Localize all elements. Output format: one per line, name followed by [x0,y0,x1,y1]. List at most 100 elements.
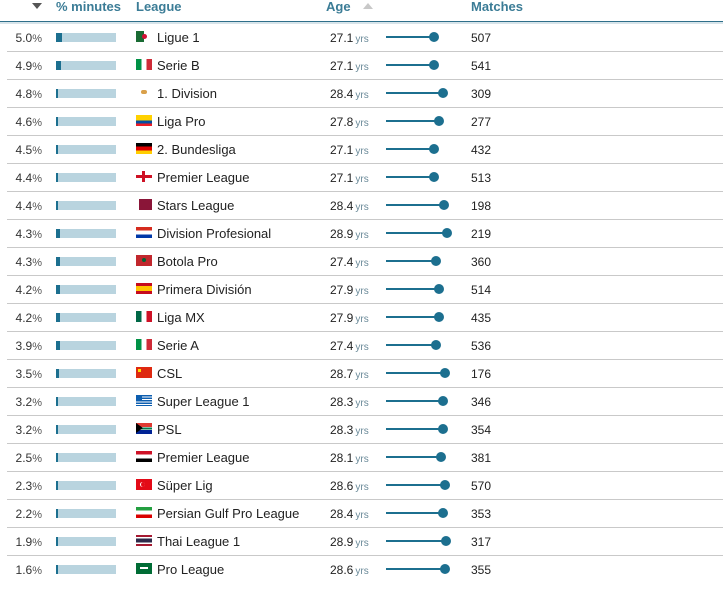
league-name-link[interactable]: Botola Pro [157,254,218,269]
greece-flag-icon [136,395,152,406]
table-row[interactable]: 2.5% Premier League 28.1 yrs 381 [7,444,723,472]
percent-minutes-value: 3.5% [15,367,42,381]
percent-minutes-value: 4.4% [15,171,42,185]
age-slider-dot [438,508,448,518]
league-name-link[interactable]: Serie B [157,58,200,73]
table-row[interactable]: 2.2% Persian Gulf Pro League 28.4 yrs 353 [7,500,723,528]
table-row[interactable]: 4.4% Stars League 28.4 yrs 198 [7,192,723,220]
china-flag-icon [136,367,152,378]
percent-minutes-bar [56,89,116,98]
percent-minutes-bar [56,201,116,210]
table-row[interactable]: 4.3% Division Profesional 28.9 yrs 219 [7,220,723,248]
league-name-link[interactable]: Liga Pro [157,114,206,129]
matches-value: 541 [471,59,492,73]
column-header-matches[interactable]: Matches [471,0,524,14]
sort-desc-icon[interactable] [32,3,42,9]
column-header-percent-minutes[interactable]: % minutes [56,0,122,14]
percent-minutes-bar [56,173,116,182]
table-row[interactable]: 3.5% CSL 28.7 yrs 176 [7,360,723,388]
table-row[interactable]: 4.8% 1. Division 28.4 yrs 309 [7,80,723,108]
league-name-link[interactable]: PSL [157,422,182,437]
league-name-link[interactable]: Thai League 1 [157,534,241,549]
sort-asc-icon[interactable] [363,3,373,9]
paraguay-flag-icon [136,227,152,238]
table-row[interactable]: 4.9% Serie B 27.1 yrs 541 [7,52,723,80]
age-slider-dot [442,228,452,238]
mexico-flag-icon [136,311,152,322]
league-name-link[interactable]: Ligue 1 [157,30,200,45]
table-row[interactable]: 4.3% Botola Pro 27.4 yrs 360 [7,248,723,276]
percent-minutes-value: 4.9% [15,59,42,73]
league-name-link[interactable]: 1. Division [157,86,217,101]
league-name-link[interactable]: Serie A [157,338,199,353]
age-slider-bar [386,88,448,98]
percent-minutes-bar [56,117,116,126]
matches-value: 435 [471,311,492,325]
matches-value: 198 [471,199,492,213]
percent-minutes-bar [56,453,116,462]
league-name-link[interactable]: 2. Bundesliga [157,142,236,157]
table-row[interactable]: 5.0% Ligue 1 27.1 yrs 507 [7,24,723,52]
league-name-link[interactable]: Premier League [157,450,250,465]
matches-value: 219 [471,227,492,241]
league-name-link[interactable]: Persian Gulf Pro League [157,506,300,521]
age-slider-dot [434,284,444,294]
age-slider-bar [386,396,448,406]
age-slider-bar [386,340,441,350]
league-name-link[interactable]: Super League 1 [157,394,250,409]
table-row[interactable]: 4.2% Liga MX 27.9 yrs 435 [7,304,723,332]
ecuador-flag-icon [136,115,152,126]
percent-minutes-value: 4.2% [15,311,42,325]
league-name-link[interactable]: Division Profesional [157,226,272,241]
age-value: 27.9 yrs [330,311,369,325]
age-slider-bar [386,508,448,518]
column-header-league[interactable]: League [136,0,182,14]
percent-minutes-value: 4.6% [15,115,42,129]
league-name-link[interactable]: CSL [157,366,183,381]
league-name-link[interactable]: Liga MX [157,310,205,325]
percent-minutes-bar [56,481,116,490]
table-row[interactable]: 4.4% Premier League 27.1 yrs 513 [7,164,723,192]
italy-flag-icon [136,339,152,350]
age-slider-bar [386,368,450,378]
age-slider-dot [440,368,450,378]
percent-minutes-value: 1.6% [15,563,42,577]
percent-minutes-value: 2.5% [15,451,42,465]
column-header-age[interactable]: Age [326,0,351,14]
percent-minutes-bar [56,341,116,350]
age-value: 27.1 yrs [330,143,369,157]
league-name-link[interactable]: Premier League [157,170,250,185]
table-header: % minutes League Age Matches [0,0,723,22]
percent-minutes-value: 4.3% [15,255,42,269]
turkey-flag-icon [136,479,152,490]
table-row[interactable]: 2.3% Süper Lig 28.6 yrs 570 [7,472,723,500]
table-row[interactable]: 3.2% PSL 28.3 yrs 354 [7,416,723,444]
matches-value: 536 [471,339,492,353]
germany-flag-icon [136,143,152,154]
table-row[interactable]: 3.2% Super League 1 28.3 yrs 346 [7,388,723,416]
age-value: 27.4 yrs [330,339,369,353]
table-row[interactable]: 4.6% Liga Pro 27.8 yrs 277 [7,108,723,136]
age-slider-bar [386,200,449,210]
age-slider-dot [431,340,441,350]
percent-minutes-value: 5.0% [15,31,42,45]
matches-value: 432 [471,143,492,157]
league-name-link[interactable]: Süper Lig [157,478,213,493]
league-name-link[interactable]: Pro League [157,562,225,577]
table-row[interactable]: 1.6% Pro League 28.6 yrs 355 [7,556,723,583]
league-name-link[interactable]: Primera División [157,282,252,297]
age-slider-dot [441,536,451,546]
matches-value: 346 [471,395,492,409]
age-slider-bar [386,172,439,182]
percent-minutes-bar [56,509,116,518]
table-row[interactable]: 4.5% 2. Bundesliga 27.1 yrs 432 [7,136,723,164]
age-value: 28.7 yrs [330,367,369,381]
matches-value: 513 [471,171,492,185]
age-slider-dot [429,172,439,182]
age-slider-bar [386,32,439,42]
table-row[interactable]: 4.2% Primera División 27.9 yrs 514 [7,276,723,304]
table-row[interactable]: 1.9% Thai League 1 28.9 yrs 317 [7,528,723,556]
age-slider-dot [438,396,448,406]
league-name-link[interactable]: Stars League [157,198,235,213]
table-row[interactable]: 3.9% Serie A 27.4 yrs 536 [7,332,723,360]
